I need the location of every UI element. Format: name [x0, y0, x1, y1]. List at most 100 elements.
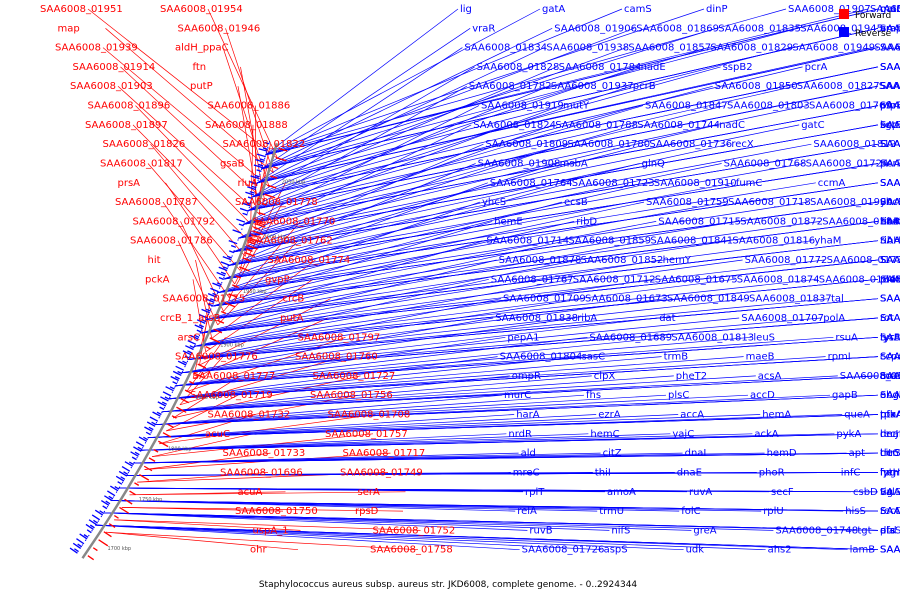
- forward-feature: [149, 457, 156, 462]
- legend-reverse-swatch: [839, 27, 849, 37]
- reverse-feature: [163, 391, 172, 396]
- reverse-gene-label: secF: [771, 487, 794, 498]
- reverse-gene-label: fumC: [736, 178, 763, 189]
- reverse-gene-label: nadC: [719, 120, 745, 131]
- reverse-gene-label: ccpA: [880, 352, 900, 363]
- reverse-gene-label: SAA6008_01842: [880, 255, 900, 266]
- forward-gene-label: gvpP: [265, 274, 290, 285]
- reverse-gene-label: SAA6008_01938: [546, 43, 629, 54]
- reverse-gene-label: folC: [681, 506, 700, 517]
- reverse-gene-label: SAA6008_01780: [567, 139, 650, 150]
- forward-gene-label: SAA6008_01732: [208, 410, 291, 421]
- reverse-gene-label: ald: [521, 448, 536, 459]
- reverse-gene-label: nrdR: [508, 429, 532, 440]
- reverse-gene-label: SAA6008_01804: [500, 352, 583, 363]
- forward-gene-label: SAA6008_01777: [193, 371, 276, 382]
- reverse-feature: [76, 538, 84, 544]
- reverse-feature: [122, 482, 124, 484]
- forward-gene-label: pckA: [145, 274, 170, 285]
- reverse-feature: [107, 490, 115, 496]
- forward-gene-label: SAA6008_01749: [340, 467, 423, 478]
- reverse-feature: [247, 212, 248, 214]
- reverse-gene-label: SAA6008_01723: [572, 178, 655, 189]
- forward-gene-label: serA: [358, 487, 380, 498]
- reverse-gene-label: SAA6008_01851: [880, 294, 900, 305]
- reverse-gene-label: vraR: [472, 23, 495, 34]
- reverse-feature: [175, 366, 184, 371]
- forward-gene-label: SAA6008_01817: [100, 159, 183, 170]
- reverse-gene-label: SAA6008_01841: [650, 236, 733, 247]
- reverse-gene-label: acsA: [758, 371, 782, 382]
- reverse-gene-label: SAA6008_01707: [741, 313, 824, 324]
- reverse-gene-label: recJ: [880, 429, 899, 440]
- reverse-gene-label: pcrA: [805, 62, 828, 73]
- forward-gene-label: ohr: [250, 545, 267, 556]
- reverse-gene-label: SAA6008_01828: [477, 62, 560, 73]
- forward-gene-label: SAA6008_01896: [88, 101, 171, 112]
- reverse-gene-label: bcp: [880, 120, 898, 131]
- reverse-gene-label: SAA6008_01928: [880, 81, 900, 92]
- forward-gene-label: putA: [280, 313, 304, 324]
- reverse-gene-label: rsuA: [835, 332, 858, 343]
- reverse-feature: [136, 457, 138, 459]
- reverse-feature: [257, 154, 266, 158]
- reverse-gene-label: leuS: [753, 332, 775, 343]
- reverse-gene-label: SAA6008_01714: [486, 236, 569, 247]
- reverse-gene-label: SAA6008_01840: [880, 332, 900, 343]
- forward-gene-label: SAA6008_01757: [325, 429, 408, 440]
- reverse-gene-label: gapB: [832, 390, 858, 401]
- reverse-gene-label: dat: [659, 313, 675, 324]
- reverse-gene-label: sspB2: [723, 62, 753, 73]
- reverse-gene-label: citZ: [603, 448, 622, 459]
- reverse-feature: [212, 283, 221, 288]
- reverse-gene-label: ribA: [577, 313, 597, 324]
- reverse-gene-label: SAA6008_01748: [775, 525, 858, 536]
- reverse-gene-label: trmU: [599, 506, 624, 517]
- forward-gene-label: uspA_1: [253, 525, 289, 536]
- forward-gene-label: prsA: [118, 178, 141, 189]
- forward-gene-label: aldH_ppaC: [175, 43, 229, 54]
- forward-gene-label: SAA6008_01762: [250, 236, 333, 247]
- reverse-gene-label: yajC: [672, 429, 694, 440]
- reverse-gene-label: hemE: [494, 216, 523, 227]
- reverse-gene-label: amoA: [607, 487, 636, 498]
- reverse-gene-label: SAA6008_01874: [737, 274, 820, 285]
- reverse-feature: [113, 496, 115, 498]
- reverse-gene-label: nadE: [641, 62, 666, 73]
- reverse-feature: [216, 272, 225, 277]
- reverse-feature: [223, 277, 224, 279]
- reverse-feature: [221, 282, 223, 284]
- reverse-feature: [169, 397, 171, 399]
- reverse-gene-label: SAA6008_01835: [718, 23, 801, 34]
- reverse-feature: [159, 407, 164, 411]
- reverse-feature: [148, 437, 150, 439]
- reverse-gene-label: tal: [831, 294, 844, 305]
- reverse-gene-label: csbD: [853, 487, 878, 498]
- reverse-gene-label: mutY: [563, 101, 590, 112]
- forward-gene-label: crcB_1_arsB: [160, 313, 221, 324]
- reverse-gene-label: ahs2: [768, 545, 792, 556]
- reverse-gene-label: pfs: [880, 525, 895, 536]
- forward-gene-label: putP: [190, 81, 213, 92]
- reverse-feature: [231, 245, 236, 248]
- reverse-gene-label: pfkA: [880, 410, 900, 421]
- reverse-feature: [85, 539, 87, 541]
- reverse-gene-label: SAA6008_01854: [880, 43, 900, 54]
- reverse-gene-label: trmB: [664, 352, 689, 363]
- reverse-feature: [172, 391, 174, 393]
- reverse-gene-label: hemD: [767, 448, 797, 459]
- forward-gene-label: SAA6008_01826: [103, 139, 186, 150]
- map-caption: Staphylococcus aureus subsp. aureus str.…: [259, 580, 638, 590]
- forward-gene-label: hit: [148, 255, 161, 266]
- reverse-feature: [150, 432, 152, 434]
- reverse-gene-label: SAA6008_01767: [491, 274, 574, 285]
- reverse-gene-label: SAA6008_01784: [559, 62, 642, 73]
- reverse-gene-label: SAA6008_01906: [554, 23, 637, 34]
- reverse-gene-label: SAA6008_01910: [654, 178, 737, 189]
- reverse-gene-label: lamB: [850, 545, 876, 556]
- reverse-gene-label: SAA6008_01768: [724, 159, 807, 170]
- reverse-gene-label: ruvB: [529, 525, 552, 536]
- reverse-gene-label: ezrA: [598, 410, 621, 421]
- reverse-gene-label: greA: [693, 525, 716, 536]
- reverse-gene-label: glnQ: [642, 159, 665, 170]
